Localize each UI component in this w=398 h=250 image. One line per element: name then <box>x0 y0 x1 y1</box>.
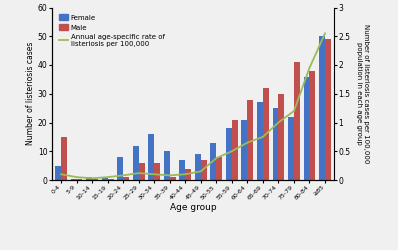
Bar <box>92 178 98 180</box>
Bar <box>226 128 232 180</box>
Bar <box>273 108 279 180</box>
Legend: Female, Male, Annual age-specific rate of
listeriosis per 100,000: Female, Male, Annual age-specific rate o… <box>58 13 166 49</box>
Bar <box>71 178 76 180</box>
Bar <box>76 178 82 180</box>
Bar <box>55 166 61 180</box>
Bar <box>325 39 331 180</box>
Bar <box>217 157 222 180</box>
Bar <box>232 120 238 180</box>
Bar <box>257 102 263 180</box>
Bar <box>139 163 144 180</box>
Bar <box>86 177 92 180</box>
Bar <box>248 100 253 180</box>
Bar <box>154 163 160 180</box>
Bar <box>279 94 284 180</box>
Bar <box>61 137 67 180</box>
Bar <box>310 71 315 180</box>
Bar <box>201 160 207 180</box>
Bar <box>288 117 294 180</box>
Bar <box>148 134 154 180</box>
Bar <box>179 160 185 180</box>
Bar <box>211 142 217 180</box>
Y-axis label: Number of listeriosis cases per 100,000
population in each age group: Number of listeriosis cases per 100,000 … <box>356 24 369 164</box>
Bar <box>294 62 300 180</box>
X-axis label: Age group: Age group <box>170 203 217 212</box>
Bar <box>117 157 123 180</box>
Bar <box>107 178 113 180</box>
Bar <box>170 177 176 180</box>
Bar <box>102 177 107 180</box>
Bar <box>185 168 191 180</box>
Y-axis label: Number of listeriosis cases: Number of listeriosis cases <box>26 42 35 146</box>
Bar <box>195 154 201 180</box>
Bar <box>164 151 170 180</box>
Bar <box>263 88 269 180</box>
Bar <box>242 120 248 180</box>
Bar <box>133 146 139 180</box>
Bar <box>319 36 325 180</box>
Bar <box>123 177 129 180</box>
Bar <box>304 76 310 180</box>
